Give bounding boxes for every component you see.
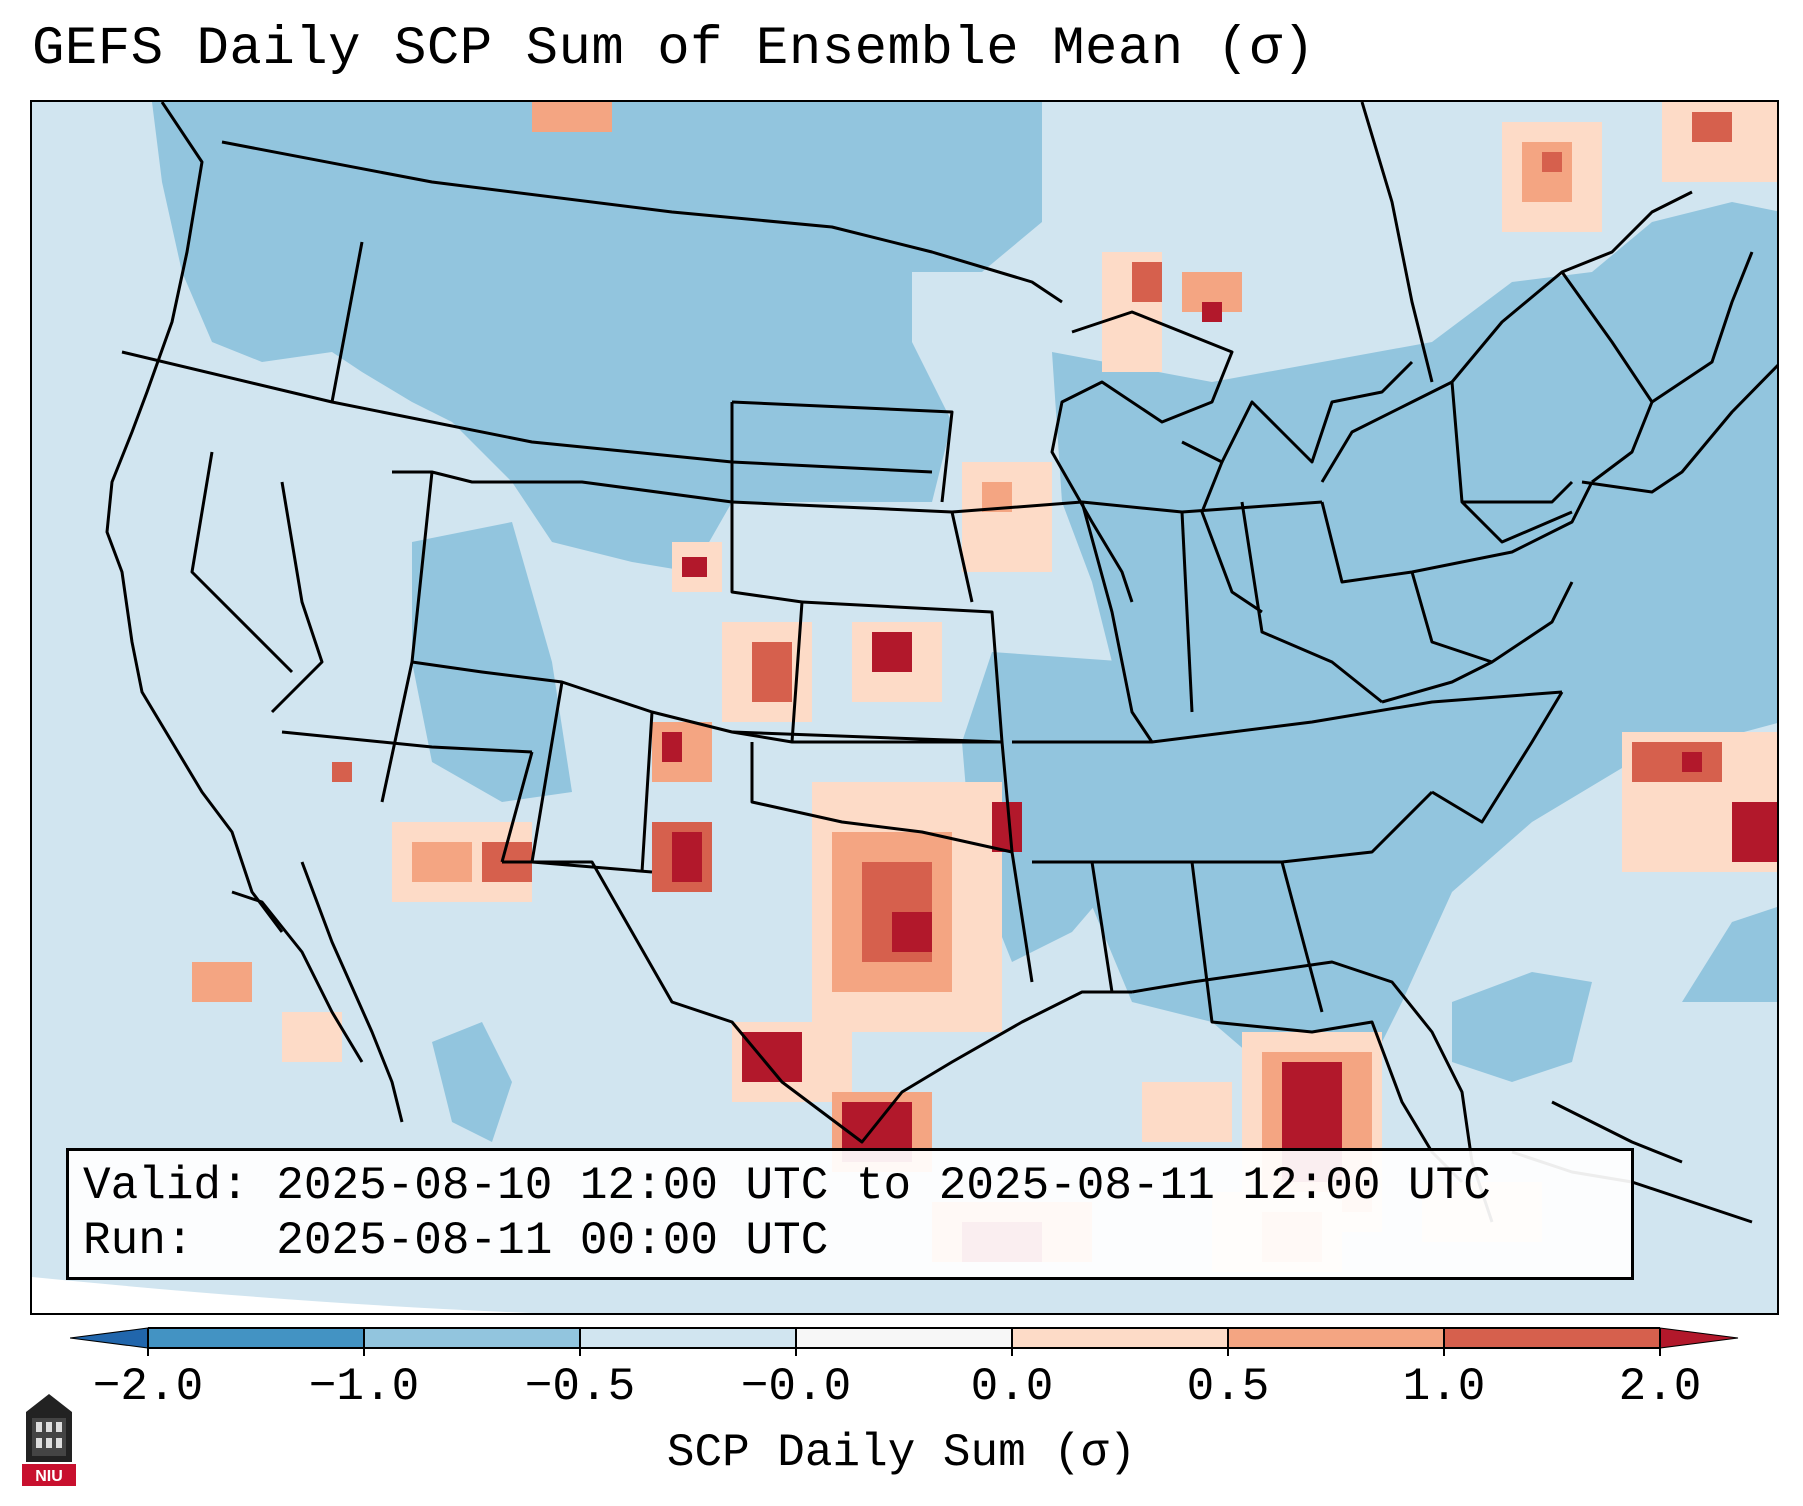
colorbar-tick-label: 0.5 xyxy=(1186,1361,1270,1413)
colorbar xyxy=(70,1327,1739,1356)
projection-edge xyxy=(32,1277,533,1313)
university-tower-icon: NIU xyxy=(22,1394,76,1486)
negative-anomaly-regions xyxy=(152,102,1777,1142)
colorbar-tick-label: −1.0 xyxy=(308,1361,420,1413)
colorbar-label: SCP Daily Sum (σ) xyxy=(666,1427,1137,1479)
colorbar-tick-label: −0.5 xyxy=(524,1361,636,1413)
colorbar-extension-high xyxy=(1659,1327,1739,1349)
colorbar-segment xyxy=(364,1328,581,1348)
run-label: Run: xyxy=(83,1215,194,1267)
validity-info-box: Valid: 2025-08-10 12:00 UTC to 2025-08-1… xyxy=(66,1148,1634,1280)
colorbar-tick-label: 1.0 xyxy=(1402,1361,1486,1413)
valid-value: 2025-08-10 12:00 UTC to 2025-08-11 12:00… xyxy=(276,1160,1491,1212)
run-row: Run: 2025-08-11 00:00 UTC xyxy=(83,1214,1617,1269)
map-canvas xyxy=(32,102,1777,1313)
colorbar-tick-label: 0.0 xyxy=(970,1361,1054,1413)
colorbar-segment xyxy=(1228,1328,1445,1348)
plot-title: GEFS Daily SCP Sum of Ensemble Mean (σ) xyxy=(32,19,1316,80)
colorbar-segment xyxy=(580,1328,797,1348)
colorbar-tick-label: −0.0 xyxy=(740,1361,852,1413)
colorbar-tick-label: −2.0 xyxy=(92,1361,204,1413)
colorbar-segment xyxy=(148,1328,365,1348)
colorbar-extension-low xyxy=(70,1327,149,1349)
colorbar-segment xyxy=(796,1328,1013,1348)
colorbar-segment xyxy=(1444,1328,1661,1348)
colorbar-tick-label: 2.0 xyxy=(1618,1361,1702,1413)
valid-row: Valid: 2025-08-10 12:00 UTC to 2025-08-1… xyxy=(83,1159,1617,1214)
valid-label: Valid: xyxy=(83,1160,249,1212)
run-value: 2025-08-11 00:00 UTC xyxy=(276,1215,829,1267)
map-boundaries xyxy=(105,102,1777,1224)
logo-text: NIU xyxy=(35,1468,63,1485)
map-panel xyxy=(30,100,1779,1315)
colorbar-segment xyxy=(1012,1328,1229,1348)
